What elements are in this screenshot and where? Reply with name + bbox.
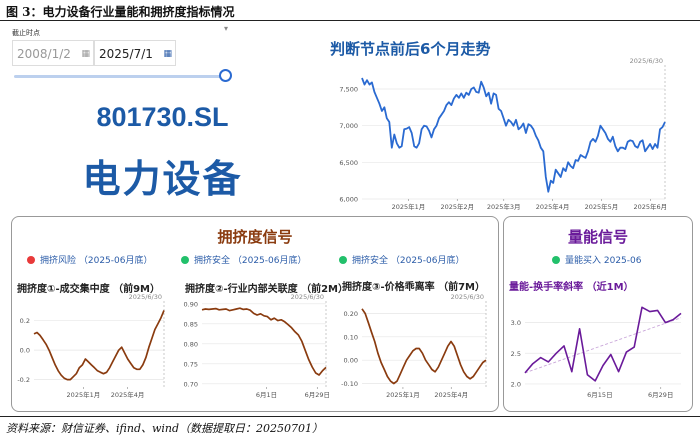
series-line bbox=[361, 308, 487, 385]
crowd2-chart: 0.70 0.75 0.80 0.85 0.90 6月1日 6月29日 2025/6/30 bbox=[184, 293, 331, 399]
date-annotation: 2025/6/30 bbox=[630, 57, 663, 65]
start-date-input[interactable]: 2008/1/2 ▦ bbox=[12, 40, 94, 66]
date-annotation: 2025/6/30 bbox=[291, 293, 324, 301]
y-tick-label: 0.75 bbox=[184, 360, 198, 368]
x-tick-label: 2025年4月 bbox=[111, 390, 145, 399]
green-status-dot-icon bbox=[181, 256, 189, 264]
start-date-value: 2008/1/2 bbox=[17, 47, 71, 61]
crowding-signal-1-text: 拥挤风险 （2025-06月底） bbox=[40, 256, 153, 266]
trend-line bbox=[524, 317, 682, 374]
end-date-value: 2025/7/1 bbox=[99, 47, 153, 61]
industry-name: 电力设备 bbox=[82, 159, 243, 201]
series-line bbox=[361, 77, 666, 193]
crowd1-chart: -0.2 0.0 0.2 2025年1月 2025年4月 2025/6/30 bbox=[17, 293, 165, 399]
x-tick-label: 6月29日 bbox=[648, 391, 673, 399]
y-tick-label: -0.2 bbox=[17, 376, 30, 384]
crowd3-chart: -0.10 0.00 0.10 0.20 2025年1月 2025年4月 2025/6/30 bbox=[341, 293, 487, 399]
chevron-down-icon[interactable]: ▾ bbox=[224, 24, 229, 33]
y-tick-label: -0.10 bbox=[341, 380, 358, 388]
slider-handle[interactable] bbox=[219, 69, 232, 82]
y-tick-label: 0.85 bbox=[184, 320, 198, 328]
bottom-rule bbox=[0, 416, 700, 417]
y-tick-label: 0.70 bbox=[184, 380, 198, 388]
main-trend-chart: 6,000 6,500 7,000 7,500 2025年1月 2025年2月 2025年3… bbox=[339, 57, 667, 211]
source-note: 资料来源：财信证券、ifind、wind（数据提取日：20250701） bbox=[6, 422, 324, 435]
x-tick-label: 6月29日 bbox=[305, 391, 330, 399]
date-annotation: 2025/6/30 bbox=[129, 293, 162, 301]
volume-chart: 2.0 2.5 3.0 6月15日 6月29日 bbox=[511, 306, 682, 399]
x-tick-label: 6月1日 bbox=[256, 391, 277, 399]
crowding-signal-2-text: 拥挤安全 （2025-06月底） bbox=[194, 256, 307, 266]
volume-panel-title: 量能信号 bbox=[567, 228, 628, 246]
green-status-dot-icon bbox=[339, 256, 347, 264]
y-tick-label: 2.5 bbox=[511, 350, 521, 358]
top-rule bbox=[0, 20, 700, 21]
volume-panel bbox=[503, 216, 693, 412]
x-tick-label: 6月15日 bbox=[587, 391, 612, 399]
date-annotation: 2025/6/30 bbox=[451, 293, 484, 301]
y-tick-label: 0.20 bbox=[344, 310, 358, 318]
calendar-icon[interactable]: ▦ bbox=[81, 49, 90, 59]
main-chart-title: 判断节点前后6个月走势 bbox=[330, 40, 491, 58]
volume-signal: 量能买入 2025-06 bbox=[552, 253, 641, 266]
x-tick-label: 2025年1月 bbox=[67, 390, 101, 399]
green-status-dot-icon bbox=[552, 256, 560, 264]
crowd3-chart-title: 拥挤度③-价格乖离率 （前7M） bbox=[342, 282, 486, 293]
industry-code: 801730.SL bbox=[96, 102, 229, 132]
y-tick-label: 0.0 bbox=[20, 347, 30, 355]
y-tick-label: 0.90 bbox=[184, 300, 198, 308]
crowding-signal-3-text: 拥挤安全 （2025-06月底） bbox=[352, 256, 465, 266]
y-tick-label: 0.10 bbox=[344, 333, 358, 341]
y-tick-label: 7,500 bbox=[339, 86, 358, 94]
date-range-slider[interactable] bbox=[14, 75, 228, 78]
x-tick-label: 2025年4月 bbox=[536, 202, 570, 211]
crowding-signal-3: 拥挤安全 （2025-06月底） bbox=[339, 253, 464, 266]
crowding-panel-title: 拥挤度信号 bbox=[217, 228, 293, 246]
series-line bbox=[524, 306, 682, 382]
volume-signal-text: 量能买入 2025-06 bbox=[565, 256, 642, 266]
series-line bbox=[33, 310, 165, 381]
figure-title: 图 3：电力设备行业量能和拥挤度指标情况 bbox=[6, 5, 235, 19]
x-tick-label: 2025年5月 bbox=[585, 202, 619, 211]
crowd1-chart-title: 拥挤度①-成交集中度 （前9M） bbox=[17, 284, 161, 295]
y-tick-label: 7,000 bbox=[339, 122, 358, 130]
x-tick-label: 2025年1月 bbox=[386, 390, 420, 399]
volume-chart-title: 量能-换手率斜率 （近1M） bbox=[509, 282, 634, 293]
y-tick-label: 6,500 bbox=[339, 159, 358, 167]
series-line bbox=[201, 307, 327, 376]
x-tick-label: 2025年6月 bbox=[633, 202, 667, 211]
y-tick-label: 0.00 bbox=[344, 357, 358, 365]
calendar-icon[interactable]: ▦ bbox=[163, 49, 172, 59]
x-tick-label: 2025年1月 bbox=[392, 202, 426, 211]
y-tick-label: 3.0 bbox=[511, 319, 521, 327]
end-date-input[interactable]: 2025/7/1 ▦ bbox=[94, 40, 176, 66]
x-tick-label: 2025年4月 bbox=[434, 390, 468, 399]
crowding-signal-1: 拥挤风险 （2025-06月底） bbox=[27, 253, 152, 266]
x-tick-label: 2025年3月 bbox=[487, 202, 521, 211]
x-tick-label: 2025年2月 bbox=[440, 202, 474, 211]
date-label: 截止时点 bbox=[12, 29, 40, 37]
y-tick-label: 0.2 bbox=[20, 317, 30, 325]
red-status-dot-icon bbox=[27, 256, 35, 264]
y-tick-label: 0.80 bbox=[184, 340, 198, 348]
crowd2-chart-title: 拥挤度②-行业内部关联度 （前2M） bbox=[185, 284, 349, 295]
crowding-signal-2: 拥挤安全 （2025-06月底） bbox=[181, 253, 306, 266]
y-tick-label: 2.0 bbox=[511, 380, 521, 388]
y-tick-label: 6,000 bbox=[339, 196, 358, 204]
